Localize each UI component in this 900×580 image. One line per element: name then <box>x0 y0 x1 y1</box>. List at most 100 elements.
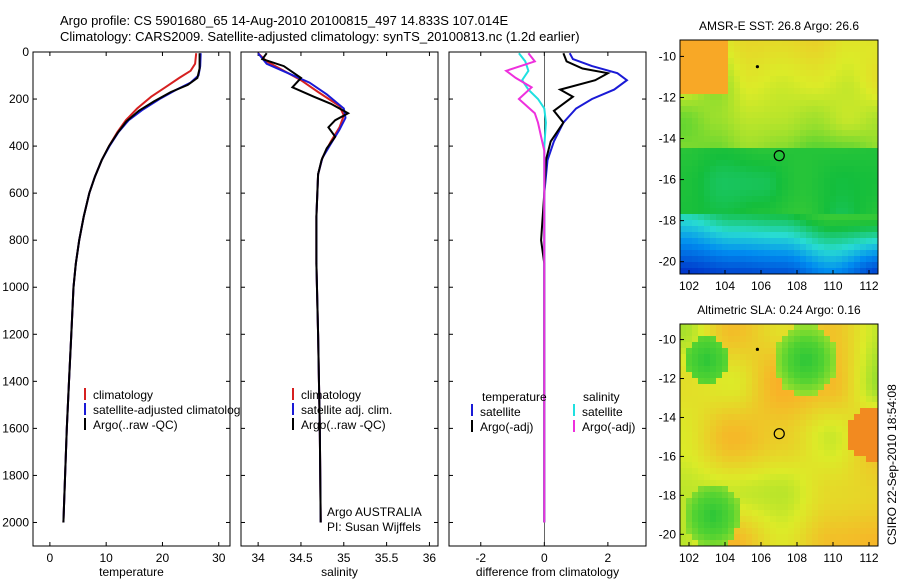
sla-map-cell <box>788 456 794 462</box>
sst-map-cell <box>710 94 716 100</box>
sla-map-cell <box>818 324 824 330</box>
sst-map-cell <box>746 142 752 148</box>
sst-map-cell <box>818 202 824 208</box>
sst-map-cell <box>866 70 872 76</box>
sst-map-cell <box>734 220 740 226</box>
sla-map-cell <box>866 498 872 504</box>
sst-map-cell <box>704 160 710 166</box>
sst-map-cell <box>734 40 740 46</box>
sla-map-cell <box>698 504 704 510</box>
sst-map-cell <box>800 94 806 100</box>
sla-map-cell <box>740 444 746 450</box>
sla-map-cell <box>728 432 734 438</box>
sst-map-cell <box>764 106 770 112</box>
sst-map-cell <box>794 262 800 268</box>
sla-map-cell <box>680 540 686 546</box>
sst-map-cell <box>818 148 824 154</box>
sst-map-cell <box>686 52 692 58</box>
sst-map-cell <box>716 52 722 58</box>
sst-map-cell <box>824 142 830 148</box>
sst-map-cell <box>860 166 866 172</box>
sla-map-cell <box>872 438 878 444</box>
sst-map-cell <box>818 58 824 64</box>
sla-map-cell <box>800 468 806 474</box>
sst-map-cell <box>704 202 710 208</box>
sla-map-cell <box>710 324 716 330</box>
sst-map-cell <box>818 214 824 220</box>
sst-map-cell <box>698 220 704 226</box>
sla-map-cell <box>776 456 782 462</box>
sst-map-cell <box>782 106 788 112</box>
sst-map-cell <box>680 148 686 154</box>
sla-map-cell <box>854 366 860 372</box>
sst-map-cell <box>848 184 854 190</box>
sst-map-cell <box>764 64 770 70</box>
sst-map-cell <box>788 256 794 262</box>
sla-map-cell <box>854 462 860 468</box>
sst-map-cell <box>854 148 860 154</box>
sst-map-cell <box>860 214 866 220</box>
sst-map-cell <box>866 130 872 136</box>
sst-map-cell <box>800 208 806 214</box>
sla-map-cell <box>854 324 860 330</box>
sla-map-cell <box>692 408 698 414</box>
sst-map-cell <box>872 76 878 82</box>
sst-map-cell <box>854 202 860 208</box>
sla-map-cell <box>818 402 824 408</box>
sla-map-cell <box>686 498 692 504</box>
sst-map-cell <box>740 88 746 94</box>
sst-map-cell <box>770 52 776 58</box>
sla-map-cell <box>866 360 872 366</box>
sst-map-cell <box>794 172 800 178</box>
sst-map-cell <box>746 52 752 58</box>
sst-map-cell <box>806 82 812 88</box>
sla-map-cell <box>836 450 842 456</box>
ytick-label: 800 <box>9 233 29 247</box>
sla-map-cell <box>872 528 878 534</box>
sla-map-cell <box>734 510 740 516</box>
sst-map-cell <box>866 226 872 232</box>
sst-map-cell <box>782 244 788 250</box>
sst-map-cell <box>818 52 824 58</box>
sla-map-cell <box>782 324 788 330</box>
sst-map-cell <box>734 226 740 232</box>
sla-map-cell <box>728 336 734 342</box>
sst-map-cell <box>776 100 782 106</box>
sst-map-cell <box>692 172 698 178</box>
sst-map-cell <box>836 214 842 220</box>
sla-map-cell <box>752 324 758 330</box>
sla-map-cell <box>818 528 824 534</box>
sst-map-cell <box>866 154 872 160</box>
sla-map-cell <box>728 324 734 330</box>
sla-map-cell <box>842 390 848 396</box>
sla-map-cell <box>704 450 710 456</box>
sst-map-cell <box>740 52 746 58</box>
sla-map-cell <box>866 534 872 540</box>
sla-map-cell <box>848 372 854 378</box>
sst-map-cell <box>770 118 776 124</box>
sst-map-cell <box>716 130 722 136</box>
sla-map-cell <box>872 480 878 486</box>
sla-xtick-label: 102 <box>679 551 699 565</box>
sla-ytick-label: -14 <box>659 410 677 424</box>
sla-map-cell <box>794 348 800 354</box>
sst-map-cell <box>752 136 758 142</box>
sst-map-cell <box>842 124 848 130</box>
sst-map-cell <box>788 148 794 154</box>
sst-map-cell <box>758 232 764 238</box>
sla-map-cell <box>770 516 776 522</box>
sla-map-cell <box>788 480 794 486</box>
sst-map-cell <box>776 232 782 238</box>
sst-map-cell <box>692 40 698 46</box>
sla-map-cell <box>680 384 686 390</box>
sst-map-cell <box>788 226 794 232</box>
sst-map-cell <box>764 94 770 100</box>
sla-map-cell <box>872 492 878 498</box>
sst-map-cell <box>698 94 704 100</box>
sst-map-cell <box>734 202 740 208</box>
difference-series-salinity-argo-adj- <box>504 52 546 523</box>
sst-map-cell <box>854 262 860 268</box>
sst-map-cell <box>686 250 692 256</box>
salinity-xtick-label: 35.5 <box>375 551 399 565</box>
sla-map-cell <box>866 354 872 360</box>
